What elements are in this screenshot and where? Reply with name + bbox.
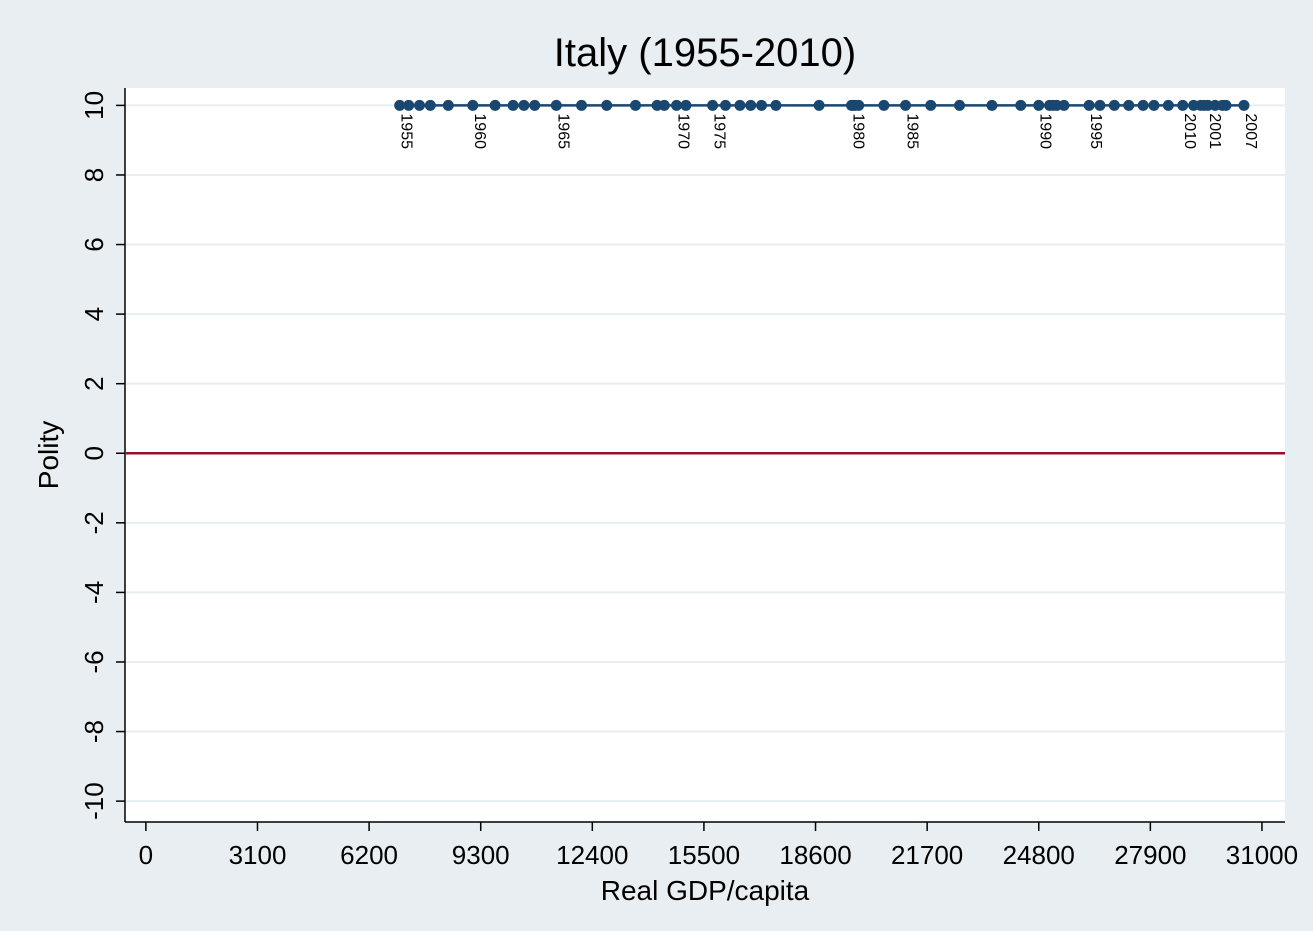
x-axis-title: Real GDP/capita	[601, 875, 810, 906]
point	[394, 99, 406, 111]
point	[680, 99, 692, 111]
x-tick-label: 12400	[556, 840, 628, 870]
point	[1083, 99, 1095, 111]
point	[518, 99, 530, 111]
x-tick-label: 21700	[891, 840, 963, 870]
point-label: 1975	[711, 113, 728, 149]
y-axis-title: Polity	[33, 421, 64, 489]
point	[756, 99, 768, 111]
x-tick-label: 24800	[1003, 840, 1075, 870]
point	[442, 99, 454, 111]
chart-title: Italy (1955-2010)	[554, 31, 856, 75]
point	[1238, 99, 1250, 111]
point	[878, 99, 890, 111]
point	[1148, 99, 1160, 111]
point-label: 2007	[1242, 113, 1259, 149]
point	[925, 99, 937, 111]
point	[720, 99, 732, 111]
x-tick-label: 27900	[1114, 840, 1186, 870]
y-tick-label: 2	[79, 376, 109, 390]
point-label: 1980	[850, 113, 867, 149]
point	[658, 99, 670, 111]
point-label: 1955	[398, 113, 415, 149]
y-tick-label: -10	[79, 782, 109, 820]
x-tick-label: 6200	[340, 840, 398, 870]
point	[1216, 99, 1228, 111]
point	[986, 99, 998, 111]
point	[489, 99, 501, 111]
point	[529, 99, 541, 111]
point	[1033, 99, 1045, 111]
point-label: 2001	[1206, 113, 1223, 149]
point	[424, 99, 436, 111]
point	[707, 99, 719, 111]
point	[1047, 99, 1059, 111]
point	[900, 99, 912, 111]
x-tick-label: 3100	[229, 840, 287, 870]
point-label: 1965	[554, 113, 571, 149]
y-tick-label: -6	[79, 650, 109, 673]
x-tick-label: 31000	[1226, 840, 1298, 870]
y-tick-label: -4	[79, 581, 109, 604]
x-tick-label: 0	[139, 840, 153, 870]
point	[734, 99, 746, 111]
y-tick-label: 4	[79, 307, 109, 321]
y-tick-label: 8	[79, 168, 109, 182]
point	[403, 99, 415, 111]
point	[671, 99, 683, 111]
point	[576, 99, 588, 111]
point	[1108, 99, 1120, 111]
point	[770, 99, 782, 111]
point	[630, 99, 642, 111]
point	[1162, 99, 1174, 111]
point-label: 1960	[471, 113, 488, 149]
x-tick-label: 18600	[779, 840, 851, 870]
point	[550, 99, 562, 111]
point	[813, 99, 825, 111]
x-tick-label: 9300	[452, 840, 510, 870]
point	[601, 99, 613, 111]
point-label: 2010	[1181, 113, 1198, 149]
point	[954, 99, 966, 111]
point	[1198, 99, 1210, 111]
x-tick-label: 15500	[668, 840, 740, 870]
point	[1137, 99, 1149, 111]
y-tick-label: -8	[79, 720, 109, 743]
plot-area	[125, 88, 1285, 822]
point	[1177, 99, 1189, 111]
point	[507, 99, 519, 111]
point-label: 1985	[904, 113, 921, 149]
point-label: 1990	[1037, 113, 1054, 149]
point	[1015, 99, 1027, 111]
point	[1058, 99, 1070, 111]
point	[467, 99, 479, 111]
point-label: 1970	[675, 113, 692, 149]
point	[1094, 99, 1106, 111]
y-tick-label: 6	[79, 237, 109, 251]
point-label: 1995	[1087, 113, 1104, 149]
point	[745, 99, 757, 111]
y-tick-label: -2	[79, 511, 109, 534]
point	[1188, 99, 1200, 111]
y-tick-label: 10	[79, 91, 109, 120]
point	[853, 99, 865, 111]
point	[414, 99, 426, 111]
point	[1123, 99, 1135, 111]
y-tick-label: 0	[79, 446, 109, 460]
